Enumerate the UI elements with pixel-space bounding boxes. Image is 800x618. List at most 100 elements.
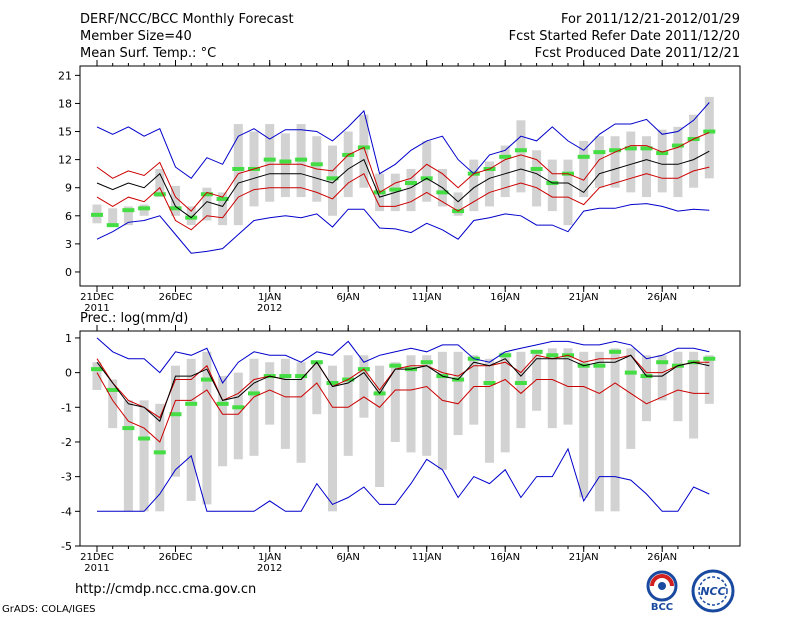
spread-box	[626, 131, 636, 193]
observation-mark	[514, 148, 527, 153]
y-tick-label: 6	[65, 210, 72, 223]
fcst-started-label: Fcst Started Refer Date 2011/12/20	[508, 29, 740, 44]
x-tick-year: 2012	[257, 303, 282, 314]
spread-box	[485, 161, 494, 207]
x-tick-label: 11JAN	[412, 552, 442, 563]
observation-mark	[530, 349, 543, 354]
observation-mark	[263, 157, 276, 162]
observation-mark	[389, 363, 402, 368]
observation-mark	[232, 405, 245, 410]
spread-box	[218, 376, 228, 467]
fcst-produced-label: Fcst Produced Date 2011/12/21	[534, 46, 740, 61]
observation-mark	[216, 401, 229, 406]
x-tick-label: 21JAN	[569, 552, 599, 563]
spread-box	[673, 351, 683, 422]
spread-box	[689, 114, 699, 188]
observation-mark	[656, 360, 669, 365]
spread-box	[155, 403, 165, 512]
bcc-logo-icon: BCC	[646, 570, 678, 612]
mean-line	[96, 354, 710, 423]
ncc-logo-icon: NCC	[691, 569, 735, 613]
y-tick-label: 12	[58, 154, 72, 167]
y-tick-label: 0	[65, 266, 72, 279]
footer-url: http://cmdp.ncc.cma.gov.cn	[75, 582, 257, 597]
observation-mark	[122, 426, 135, 431]
observation-mark	[295, 157, 308, 162]
spread-box	[469, 159, 479, 212]
observation-mark	[671, 143, 684, 148]
x-tick-label: 1JAN	[258, 292, 281, 303]
observation-mark	[499, 353, 512, 358]
spread-box	[359, 355, 369, 418]
spread-box	[547, 159, 557, 212]
spread-box	[532, 351, 542, 411]
observation-mark	[185, 401, 198, 406]
spread-box	[328, 145, 337, 216]
observation-mark	[436, 190, 449, 195]
spread-box	[485, 358, 494, 463]
lower-line	[96, 166, 710, 231]
observation-mark	[405, 181, 417, 186]
observation-mark	[656, 151, 669, 156]
spread-box	[202, 351, 212, 505]
spread-box	[123, 400, 133, 512]
lower-line	[96, 372, 710, 443]
spread-box	[296, 362, 306, 463]
x-tick-year: 2011	[84, 303, 109, 314]
plot-frame	[79, 65, 741, 287]
spread-box	[171, 365, 180, 477]
x-tick-label: 26DEC	[159, 552, 193, 563]
y-tick-label: 9	[65, 182, 72, 195]
observation-mark	[499, 154, 512, 159]
spread-box	[312, 362, 322, 415]
observation-mark	[279, 159, 292, 164]
x-tick-label: 26DEC	[159, 292, 193, 303]
spread-box	[642, 136, 651, 198]
spread-box	[186, 358, 196, 501]
spread-box	[422, 355, 432, 456]
observation-mark	[216, 196, 229, 201]
spread-box	[343, 131, 353, 198]
spread-box	[453, 351, 463, 436]
y-tick-label: 21	[58, 69, 72, 82]
spread-box	[375, 365, 385, 488]
x-tick-label: 6JAN	[336, 552, 359, 563]
observation-mark	[546, 353, 559, 358]
spread-box	[579, 140, 589, 198]
observation-mark	[703, 356, 716, 361]
spread-box	[343, 355, 353, 456]
observation-mark	[593, 363, 606, 368]
x-tick-label: 16JAN	[490, 552, 520, 563]
spread-box	[406, 168, 416, 212]
spread-box	[689, 351, 699, 439]
observation-mark	[200, 192, 213, 197]
max-line	[96, 102, 710, 179]
spread-box	[280, 358, 290, 449]
observation-mark	[420, 360, 433, 365]
y-tick-label: 0	[65, 367, 72, 380]
spread-box	[453, 192, 463, 216]
spread-box	[265, 124, 275, 202]
observation-mark	[624, 146, 637, 151]
spread-box	[171, 185, 180, 216]
spread-box	[657, 129, 667, 193]
observation-mark	[577, 154, 590, 159]
spread-box	[218, 192, 228, 226]
mean-line	[96, 150, 710, 219]
min-line	[97, 447, 710, 512]
plot-frame	[79, 330, 741, 547]
x-tick-label: 1JAN	[258, 552, 281, 563]
spread-box	[280, 133, 290, 198]
y-tick-label: 1	[65, 332, 72, 345]
spread-box	[500, 351, 510, 453]
observation-mark	[106, 223, 119, 228]
y-tick-label: 15	[58, 126, 72, 139]
upper-line	[96, 132, 710, 212]
x-tick-label: 21DEC	[80, 552, 114, 563]
observation-mark	[106, 387, 119, 392]
member-size-label: Member Size=40	[80, 29, 192, 44]
y-tick-label: -4	[61, 505, 72, 518]
observation-mark	[483, 381, 496, 386]
observation-mark	[593, 150, 606, 155]
